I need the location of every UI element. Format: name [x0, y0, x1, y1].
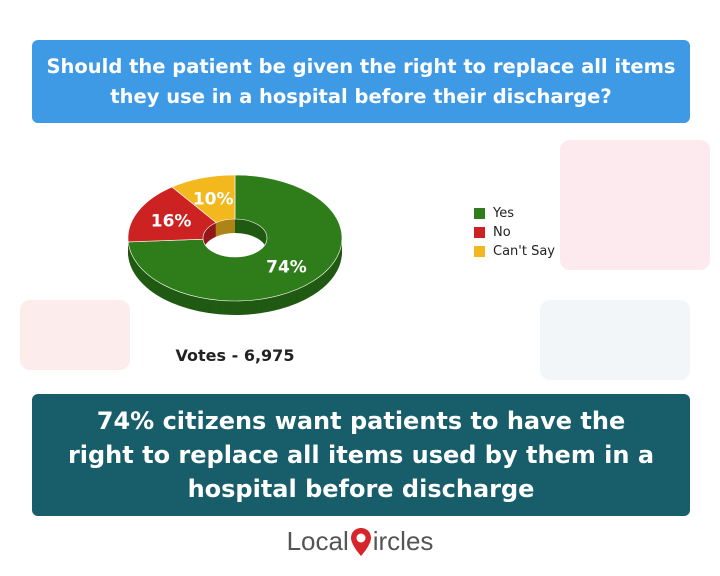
question-banner: Should the patient be given the right to… [32, 40, 690, 123]
localcircles-logo: Local ircles [0, 526, 720, 557]
legend-label: No [493, 225, 511, 240]
location-pin-icon [350, 527, 371, 556]
slice-label-yes: 74% [266, 257, 307, 277]
legend-swatch [474, 208, 485, 219]
legend-item-no: No [474, 223, 555, 242]
donut-chart: 74% 16%10% [127, 174, 343, 315]
legend-swatch [474, 246, 485, 257]
background-decoration [540, 300, 690, 380]
slice-yes [127, 174, 343, 302]
slice-can-t-say [171, 174, 236, 223]
background-decoration [20, 300, 130, 370]
slice-label-can-t-say: 10% [193, 189, 234, 209]
conclusion-banner: 74% citizens want patients to have the r… [32, 394, 690, 516]
legend-swatch [474, 227, 485, 238]
background-decoration [560, 140, 710, 270]
slice-no [127, 186, 217, 243]
logo-text-local: Local [286, 526, 349, 556]
legend-item-can-t-say: Can't Say [474, 242, 555, 261]
chart-legend: Yes No Can't Say [474, 204, 555, 261]
votes-count: Votes - 6,975 [175, 346, 295, 365]
legend-label: Yes [493, 206, 514, 221]
conclusion-text: 74% citizens want patients to have the r… [67, 407, 655, 503]
question-text: Should the patient be given the right to… [46, 54, 676, 108]
legend-item-yes: Yes [474, 204, 555, 223]
slice-label-no: 16% [151, 211, 192, 231]
legend-label: Can't Say [493, 244, 555, 259]
logo-text-ircles: ircles [372, 526, 434, 556]
